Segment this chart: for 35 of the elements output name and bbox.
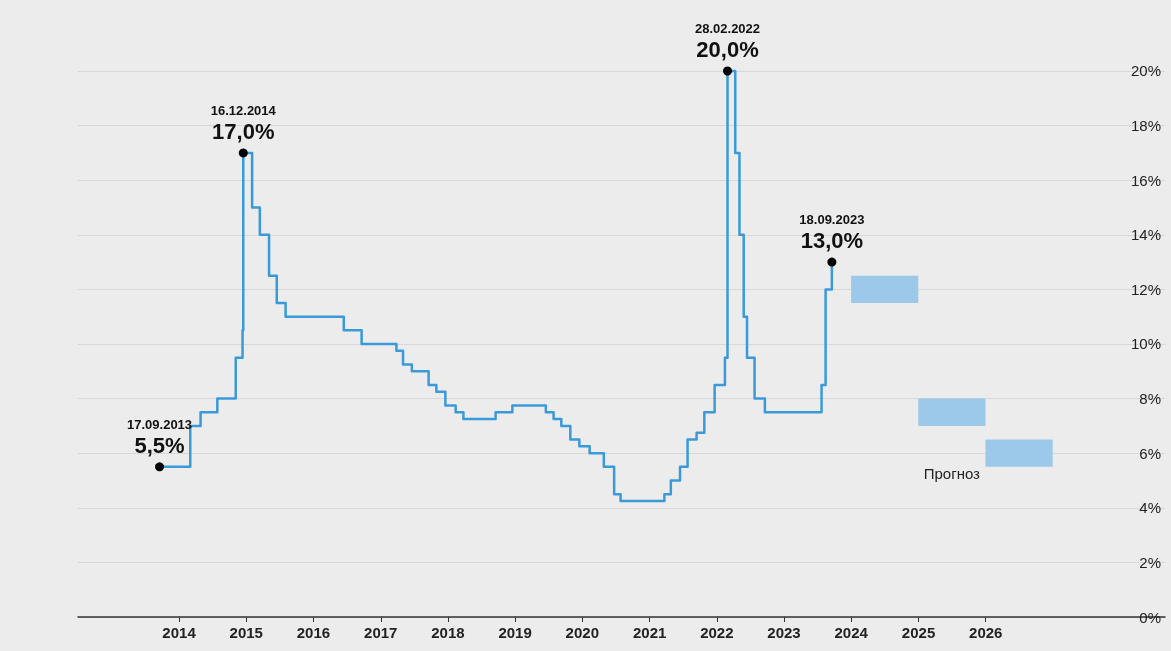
annotation: 28.02.2022 [694, 20, 761, 36]
y-tick-label: 18% [1130, 117, 1161, 135]
x-tick-label: 2016 [296, 624, 331, 641]
y-tick-label: 10% [1130, 335, 1161, 353]
annotation: 17,0% [212, 118, 275, 144]
annotation: 5,5% [134, 432, 185, 458]
annotation: 17.09.2013 [127, 416, 193, 432]
x-tick-label: 2018 [431, 624, 465, 641]
x-tick-label: 2026 [969, 624, 1003, 641]
x-tick-label: 2015 [229, 624, 263, 641]
bar [851, 275, 919, 304]
x-tick-label: 2023 [767, 624, 801, 641]
x-tick-label: 2022 [700, 624, 734, 641]
y-tick-label: 20% [1130, 62, 1161, 80]
annotation: 13,0% [800, 228, 864, 254]
x-tick-label: 2024 [834, 624, 869, 641]
series-label: Прогноз [923, 464, 981, 482]
y-tick-label: 16% [1130, 171, 1161, 189]
y-tick-label: 2% [1139, 553, 1161, 571]
bar [918, 398, 986, 426]
x-tick-label: 2020 [565, 624, 599, 641]
x-tick-label: 2025 [901, 624, 936, 641]
y-tick-label: 6% [1139, 444, 1161, 462]
x-tick-label: 2021 [632, 624, 667, 641]
bar [985, 439, 1053, 467]
y-tick-label: 8% [1139, 390, 1161, 408]
annotation: 16.12.2014 [210, 102, 277, 118]
y-tick-label: 4% [1139, 499, 1161, 517]
annotation: 18.09.2023 [799, 212, 865, 228]
x-tick-label: 2019 [498, 624, 532, 641]
annotation: 20,0% [696, 36, 759, 62]
x-tick-label: 2017 [364, 624, 398, 641]
y-tick-label: 12% [1130, 280, 1161, 298]
y-tick-label: 14% [1130, 226, 1161, 244]
x-tick-label: 2014 [162, 624, 197, 641]
